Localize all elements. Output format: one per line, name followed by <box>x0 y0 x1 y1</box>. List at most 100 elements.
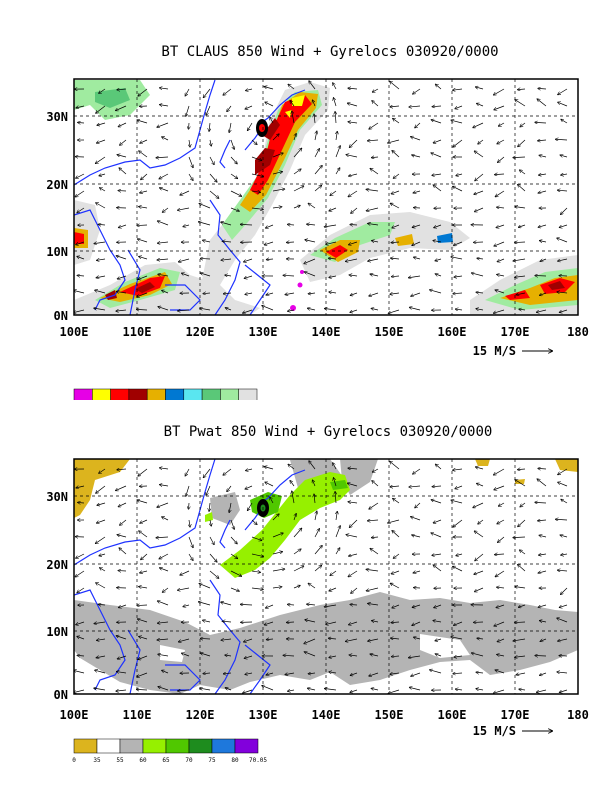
wind-vector <box>348 570 358 577</box>
wind-vector <box>244 638 253 642</box>
wind-vector <box>412 241 421 245</box>
wind-vector <box>516 293 526 295</box>
wind-vector <box>494 105 505 110</box>
wind-vector <box>333 83 337 90</box>
wind-vector <box>475 207 484 212</box>
wind-vector <box>270 117 274 124</box>
wind-vector <box>455 689 463 690</box>
wind-vector <box>77 587 85 593</box>
wind-vector <box>198 222 211 226</box>
wind-vector <box>157 259 169 260</box>
claus-lon-labels: 100E 110E 120E 130E 140E 150E 160E 170E … <box>60 325 589 339</box>
wind-vector <box>453 519 463 527</box>
wind-vector <box>141 553 148 560</box>
wind-vector <box>346 535 358 538</box>
wind-vector <box>451 500 463 504</box>
wind-vector <box>308 673 316 674</box>
wind-vector <box>200 258 211 259</box>
colorbar-label: 60 <box>139 757 147 764</box>
wind-vector <box>391 190 400 194</box>
wind-vector <box>288 310 295 311</box>
wind-vector <box>230 553 237 558</box>
wind-vector <box>515 242 526 243</box>
wind-vector <box>76 553 85 558</box>
wind-vector <box>294 514 296 521</box>
wind-vector <box>96 105 106 113</box>
wind-vector <box>349 139 358 147</box>
wind-vector <box>182 273 190 277</box>
wind-vector <box>139 151 148 158</box>
wind-vector <box>348 468 358 469</box>
wind-vector <box>540 292 547 295</box>
wind-vector <box>293 169 301 175</box>
wind-vector <box>293 148 302 158</box>
wind-vector <box>210 139 211 146</box>
wind-vector <box>117 535 127 538</box>
wind-vector <box>74 670 85 674</box>
wind-vector <box>98 604 106 605</box>
wind-vector <box>454 276 463 277</box>
wind-vector <box>391 622 400 623</box>
wind-vector <box>288 224 295 225</box>
wind-vector <box>351 587 358 593</box>
wind-vector <box>476 292 484 293</box>
wind-vector <box>221 222 232 226</box>
wind-vector <box>270 497 274 504</box>
wind-vector <box>388 519 400 523</box>
colorbar-swatch <box>128 388 148 400</box>
wind-vector <box>272 134 279 141</box>
wind-vector <box>285 293 295 295</box>
wind-vector <box>94 688 106 691</box>
wind-vector <box>346 638 358 641</box>
wind-vector <box>435 639 442 641</box>
wind-vector <box>336 132 337 141</box>
wind-vector <box>390 203 400 209</box>
wind-vector <box>518 139 526 146</box>
wind-vector <box>432 486 442 487</box>
wind-vector <box>414 257 421 259</box>
wind-vector <box>312 100 316 107</box>
wind-vector <box>241 604 253 605</box>
wind-vector <box>119 224 127 228</box>
wind-vector <box>455 485 463 489</box>
wind-vector <box>162 290 169 294</box>
wind-vector <box>432 106 442 107</box>
wind-vector <box>178 587 190 590</box>
wind-vector <box>537 309 547 312</box>
wind-vector <box>96 583 106 589</box>
wind-vector <box>315 511 317 521</box>
wind-vector <box>435 654 442 656</box>
wind-vector <box>120 519 127 525</box>
wind-vector <box>372 481 379 487</box>
wind-vector <box>535 655 547 656</box>
wind-vector <box>474 190 484 194</box>
lat-label: 0N <box>54 688 68 702</box>
wind-vector <box>391 242 400 243</box>
wind-vector <box>561 207 568 214</box>
wind-vector <box>100 568 106 572</box>
wind-vector <box>476 689 484 690</box>
colorbar-swatch <box>238 388 258 400</box>
wind-vector <box>329 276 337 278</box>
colorbar-swatch <box>146 388 166 400</box>
wind-vector <box>272 569 284 572</box>
claus-gridlines <box>74 79 578 315</box>
wind-vector <box>160 468 169 469</box>
wind-vector <box>314 149 319 158</box>
wind-vector <box>351 207 358 213</box>
wind-vector <box>537 479 547 487</box>
wind-vector <box>266 639 274 640</box>
claus-vector-scale-label: 15 M/S <box>473 344 516 358</box>
wind-vector <box>160 88 169 89</box>
wind-vector <box>160 188 169 192</box>
wind-vector <box>476 672 484 673</box>
wind-vector <box>366 569 379 571</box>
wind-vector <box>137 120 148 124</box>
lon-label: 120E <box>186 325 215 339</box>
wind-vector <box>272 189 284 192</box>
wind-vector <box>368 604 379 605</box>
wind-vector <box>140 519 148 523</box>
wind-vector <box>368 224 379 225</box>
claus-frame <box>73 78 579 316</box>
wind-vector <box>293 206 300 209</box>
